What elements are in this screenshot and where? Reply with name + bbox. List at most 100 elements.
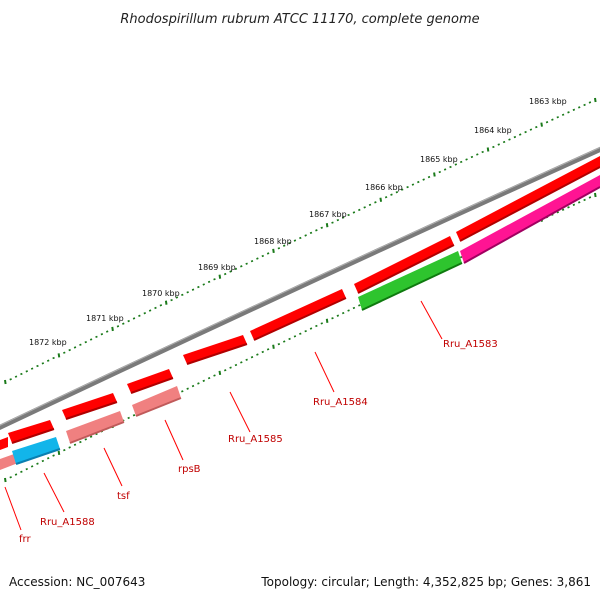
minor-tick <box>63 351 66 354</box>
minor-tick <box>89 435 93 438</box>
minor-tick <box>154 306 157 310</box>
scale-label: 1863 kbp <box>529 97 567 106</box>
minor-tick <box>390 193 393 196</box>
minor-tick <box>529 128 533 131</box>
major-tick <box>594 97 597 103</box>
major-tick <box>218 370 222 376</box>
gene-label[interactable]: Rru_A1584 <box>313 397 368 408</box>
gene-label[interactable]: frr <box>19 534 31 545</box>
minor-tick <box>320 226 323 229</box>
major-tick <box>111 326 114 332</box>
gene-feature[interactable] <box>127 369 173 393</box>
minor-tick <box>25 467 28 471</box>
minor-tick <box>127 319 130 323</box>
gene-feature[interactable] <box>456 156 600 241</box>
minor-tick <box>207 377 211 380</box>
minor-tick <box>41 362 45 365</box>
gene-label[interactable]: Rru_A1588 <box>40 517 95 528</box>
minor-tick <box>250 356 254 359</box>
gene-feature-pink[interactable] <box>66 411 124 443</box>
major-tick <box>4 477 7 483</box>
gene-feature-pink[interactable] <box>0 454 18 470</box>
feature-shade <box>463 186 600 264</box>
minor-tick <box>20 470 23 473</box>
minor-tick <box>266 348 270 351</box>
feature-shade <box>11 428 55 444</box>
minor-tick <box>73 346 77 349</box>
scale-labels: 1863 kbp 1864 kbp 1865 kbp 1866 kbp 1867… <box>29 97 567 347</box>
minor-tick <box>288 337 291 341</box>
minor-tick <box>52 356 55 360</box>
minor-tick <box>588 196 592 199</box>
minor-tick <box>277 342 281 346</box>
gene-feature[interactable] <box>62 393 117 419</box>
minor-tick <box>68 348 71 352</box>
minor-tick <box>358 304 361 307</box>
major-tick <box>57 450 61 455</box>
minor-tick <box>89 338 93 341</box>
gene-feature[interactable] <box>183 335 247 364</box>
minor-tick <box>400 188 404 191</box>
minor-tick <box>567 111 570 114</box>
minor-tick <box>347 213 350 217</box>
gene-feature-pink[interactable] <box>132 386 181 416</box>
major-tick <box>218 274 222 279</box>
gene-feature[interactable] <box>0 437 8 450</box>
gene-feature[interactable] <box>250 289 346 340</box>
gene-label[interactable]: tsf <box>117 491 130 502</box>
minor-tick <box>197 285 200 289</box>
major-tick <box>272 248 275 253</box>
minor-tick <box>95 335 98 339</box>
minor-tick <box>304 234 307 237</box>
scale-label: 1866 kbp <box>365 183 403 192</box>
minor-tick <box>73 443 77 446</box>
minor-tick <box>234 267 238 271</box>
gene-label[interactable]: Rru_A1583 <box>443 339 498 350</box>
minor-tick <box>572 203 576 206</box>
feature-shade <box>253 297 347 341</box>
minor-tick <box>315 324 318 328</box>
minor-tick <box>245 262 248 265</box>
gene-feature-magenta[interactable] <box>460 175 600 263</box>
minor-tick <box>497 143 500 146</box>
gene-feature[interactable] <box>8 420 54 443</box>
minor-tick <box>336 218 340 222</box>
minor-tick <box>191 384 195 388</box>
minor-tick <box>417 180 420 184</box>
minor-tick <box>36 462 39 465</box>
minor-tick <box>14 375 18 378</box>
scale-label: 1868 kbp <box>254 237 292 246</box>
minor-tick <box>148 309 152 312</box>
minor-tick <box>331 221 334 224</box>
major-tick <box>379 197 383 202</box>
minor-tick <box>293 239 297 242</box>
gene-label[interactable]: Rru_A1585 <box>228 434 283 445</box>
major-tick <box>325 318 329 323</box>
minor-tick <box>213 278 216 281</box>
minor-tick <box>438 170 441 174</box>
minor-tick <box>470 155 474 159</box>
gene-feature[interactable] <box>354 236 454 293</box>
minor-tick <box>459 255 463 259</box>
minor-tick <box>572 108 576 111</box>
minor-tick <box>304 330 307 333</box>
minor-tick <box>341 216 345 219</box>
gene-feature-blue[interactable] <box>12 437 60 464</box>
minor-tick <box>513 135 517 139</box>
gene-labels: Rru_A1583 Rru_A1584 Rru_A1585 rpsB tsf R… <box>19 339 498 545</box>
minor-tick <box>138 314 141 317</box>
minor-tick <box>583 103 586 107</box>
minor-tick <box>181 390 184 393</box>
scale-label: 1867 kbp <box>309 210 347 219</box>
gene-label[interactable]: rpsB <box>178 464 201 475</box>
minor-tick <box>454 163 458 166</box>
minor-tick <box>406 185 409 189</box>
minor-tick <box>577 106 581 109</box>
minor-tick <box>202 283 205 286</box>
minor-tick <box>84 340 87 344</box>
major-tick <box>540 122 543 127</box>
minor-tick <box>234 363 238 367</box>
gene-feature-green[interactable] <box>358 251 462 310</box>
minor-tick <box>100 333 104 336</box>
